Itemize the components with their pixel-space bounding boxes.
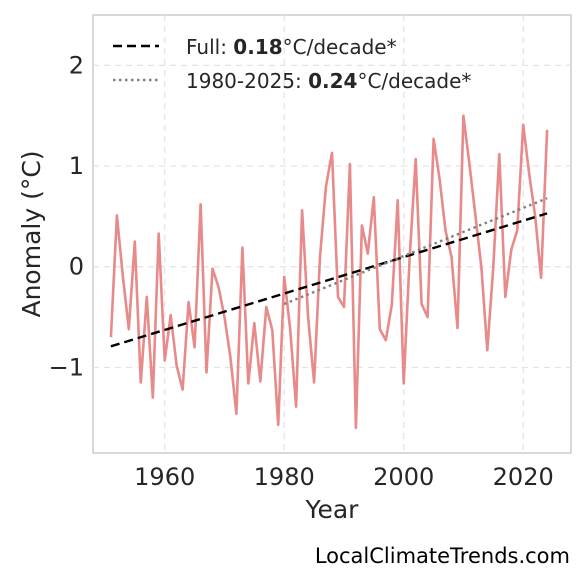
legend: Full: 0.18°C/decade* 1980-2025: 0.24°C/de… [113,35,471,93]
x-axis-label: Year [305,495,360,524]
x-tick-label: 1960 [134,463,195,491]
tick-labels: 1960 1980 2000 2020 2 1 0 −1 [49,51,554,491]
source-credit: LocalClimateTrends.com [314,544,570,568]
y-tick-label: 0 [69,253,84,281]
y-axis-label: Anomaly (°C) [17,150,46,317]
legend-full-label: Full: 0.18°C/decade* [186,35,397,59]
y-tick-label: 1 [69,152,84,180]
full-trend-line [110,212,548,348]
recent-trend-line [283,197,548,306]
x-tick-label: 2000 [373,463,434,491]
y-tick-label: −1 [49,353,84,381]
anomaly-series-line [109,114,549,430]
plot-area [92,14,572,454]
y-tick-label: 2 [69,51,84,79]
x-tick-label: 1980 [254,463,315,491]
x-tick-label: 2020 [493,463,554,491]
series-layer [109,114,549,430]
legend-recent-label: 1980-2025: 0.24°C/decade* [186,69,471,93]
